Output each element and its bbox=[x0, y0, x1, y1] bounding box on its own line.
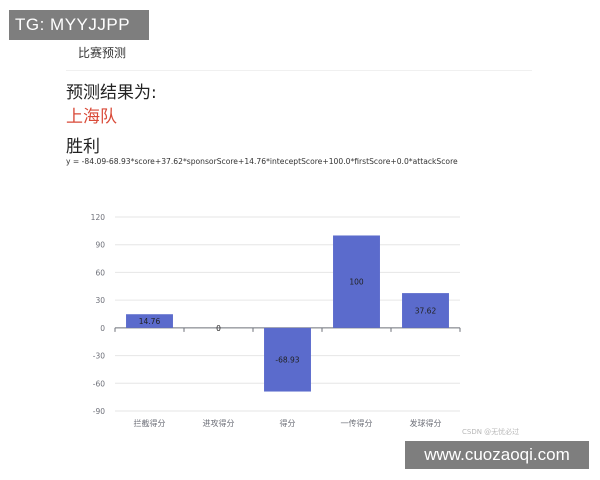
bar-value-label: 37.62 bbox=[415, 306, 437, 315]
y-tick-label: 120 bbox=[91, 213, 106, 222]
bar-value-label: 14.76 bbox=[139, 317, 161, 326]
csdn-watermark: CSDN @无忧必过 bbox=[462, 428, 520, 436]
site-watermark-badge: www.cuozaoqi.com bbox=[405, 441, 589, 469]
y-tick-label: 0 bbox=[100, 324, 105, 333]
bar-value-label: -68.93 bbox=[275, 356, 299, 365]
bar[interactable] bbox=[126, 314, 173, 328]
bar-value-label: 100 bbox=[349, 278, 364, 287]
x-category-label: 拦截得分 bbox=[134, 418, 166, 428]
x-category-label: 一传得分 bbox=[341, 418, 373, 428]
y-tick-label: 90 bbox=[95, 241, 105, 250]
y-tick-label: -30 bbox=[93, 352, 105, 361]
y-tick-label: 60 bbox=[95, 268, 105, 277]
bar[interactable] bbox=[402, 293, 449, 328]
bar-value-label: 0 bbox=[216, 324, 221, 333]
result-label: 预测结果为: bbox=[66, 83, 157, 103]
predicted-outcome: 胜利 bbox=[66, 137, 100, 157]
watermark-tg-badge: TG: MYYJJPP bbox=[9, 10, 149, 40]
tab-match-prediction[interactable]: 比赛预测 bbox=[78, 46, 127, 60]
regression-formula: y = -84.09-68.93*score+37.62*sponsorScor… bbox=[66, 157, 458, 166]
x-category-label: 得分 bbox=[280, 418, 296, 428]
predicted-team: 上海队 bbox=[66, 107, 117, 127]
x-category-label: 发球得分 bbox=[410, 418, 442, 428]
y-tick-label: -60 bbox=[93, 379, 105, 388]
coefficient-bar-chart: 120 90 60 30 0 -30 -60 -90 14.76 拦截得分 0 进攻得分 -68.93 得… bbox=[91, 213, 461, 428]
bar[interactable] bbox=[333, 235, 380, 328]
divider bbox=[66, 70, 532, 71]
bar[interactable] bbox=[264, 327, 311, 392]
y-tick-label: 30 bbox=[95, 296, 105, 305]
y-tick-label: -90 bbox=[93, 407, 105, 416]
x-category-label: 进攻得分 bbox=[203, 418, 235, 428]
